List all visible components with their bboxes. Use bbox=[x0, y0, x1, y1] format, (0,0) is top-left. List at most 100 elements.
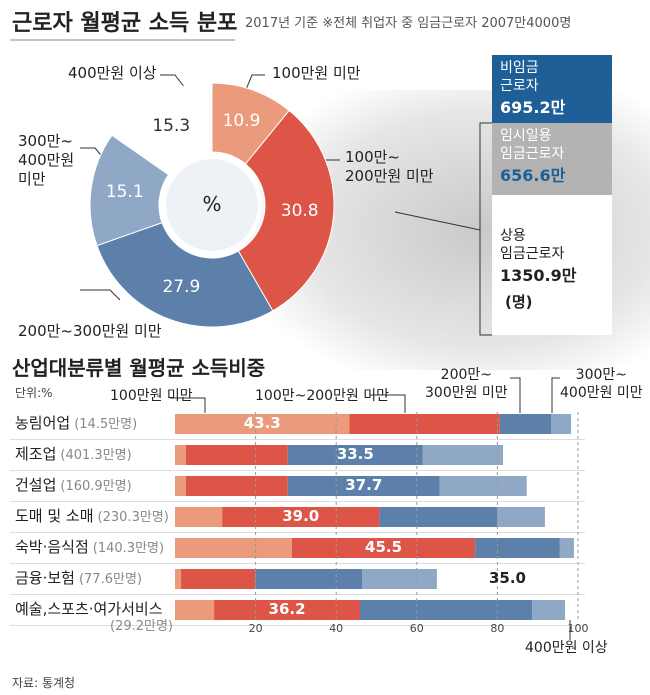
bar-segment bbox=[422, 445, 504, 465]
category-label: 도매 및 소매 (230.3만명) bbox=[15, 507, 180, 526]
bar-segment bbox=[287, 445, 423, 465]
bar-segment bbox=[175, 569, 182, 589]
value-label: 36.2 bbox=[268, 600, 306, 618]
panel-label: 상용 임금근로자 bbox=[500, 228, 565, 262]
leader-line bbox=[394, 211, 481, 231]
bar-segment bbox=[175, 414, 350, 434]
donut-value: 30.8 bbox=[280, 201, 319, 222]
unit-label: 단위:% bbox=[15, 386, 53, 400]
donut-value: 15.1 bbox=[105, 182, 144, 203]
series-label: 200만~ 300만원 미만 bbox=[425, 367, 508, 401]
bar-segment bbox=[571, 414, 578, 434]
series-label: 100만~200만원 미만 bbox=[255, 388, 390, 404]
subtitle: 2017년 기준 ※전체 취업자 중 임금근로자 2007만4000명 bbox=[245, 16, 572, 31]
bar-segment bbox=[565, 600, 578, 620]
bar-segment bbox=[255, 569, 362, 589]
bar-segment bbox=[175, 538, 292, 558]
category-count: (160.9만명) bbox=[60, 479, 132, 494]
donut-value: 27.9 bbox=[162, 276, 201, 297]
value-label: 45.5 bbox=[365, 538, 403, 556]
bar-segment bbox=[379, 507, 497, 527]
category-label: 숙박·음식점 (140.3만명) bbox=[15, 538, 180, 557]
category-label: 건설업 (160.9만명) bbox=[15, 476, 180, 495]
x-tick-label: 40 bbox=[329, 622, 344, 635]
bar-segment bbox=[544, 507, 578, 527]
bar-segment bbox=[359, 600, 533, 620]
bar-segment bbox=[214, 600, 360, 620]
donut-center-label: % bbox=[202, 192, 222, 216]
bar-segment bbox=[175, 600, 215, 620]
category-name: 예술,스포츠·여가서비스 bbox=[15, 600, 163, 618]
panel-value: 695.2만 bbox=[500, 98, 566, 117]
donut-label: 400만원 이상 bbox=[68, 64, 157, 82]
donut-slice bbox=[237, 109, 335, 312]
value-label: 35.0 bbox=[488, 569, 526, 587]
category-label: 금융·보험 (77.6만명) bbox=[15, 569, 180, 588]
panel-unit: (명) bbox=[505, 293, 533, 311]
category-name: 농림어업 bbox=[15, 414, 71, 432]
donut-slice bbox=[96, 222, 274, 328]
x-tick-label: 100 bbox=[567, 622, 589, 635]
category-label: 제조업 (401.3만명) bbox=[15, 445, 180, 464]
value-label: 37.7 bbox=[345, 476, 383, 494]
donut-value: 10.9 bbox=[222, 111, 261, 132]
value-label: 33.5 bbox=[336, 445, 374, 463]
bar-segment bbox=[550, 414, 572, 434]
bar-segment bbox=[287, 476, 440, 496]
bar-segment bbox=[503, 445, 578, 465]
bar-segment bbox=[361, 569, 437, 589]
source: 자료: 통계청 bbox=[12, 676, 76, 690]
series-label: 100만원 미만 bbox=[110, 388, 193, 404]
bar-segment bbox=[175, 445, 186, 465]
value-label: 39.0 bbox=[282, 507, 320, 525]
donut-label: 200만~300만원 미만 bbox=[18, 322, 162, 340]
category-name: 제조업 bbox=[15, 445, 57, 463]
bar-segment bbox=[573, 538, 578, 558]
bar-segment bbox=[185, 476, 288, 496]
bar-segment bbox=[559, 538, 574, 558]
donut-label: 100만~ 200만원 미만 bbox=[345, 148, 434, 185]
x-tick-label: 20 bbox=[248, 622, 263, 635]
bar-segment bbox=[175, 476, 186, 496]
panel-value: 656.6만 bbox=[500, 166, 566, 185]
donut-slice bbox=[111, 82, 213, 176]
category-count: (140.3만명) bbox=[92, 541, 165, 556]
bar-segment bbox=[532, 600, 566, 620]
category-name: 금융·보험 bbox=[15, 569, 75, 587]
bar-segment bbox=[222, 507, 380, 527]
series-label: 400만원 이상 bbox=[525, 640, 608, 656]
bar-segment bbox=[499, 414, 551, 434]
bar-segment bbox=[439, 476, 527, 496]
donut-label: 100만원 미만 bbox=[272, 64, 361, 82]
category-name: 도매 및 소매 bbox=[15, 507, 94, 525]
panel-box bbox=[492, 123, 612, 195]
value-label: 43.3 bbox=[243, 414, 281, 432]
bar-segment bbox=[526, 476, 578, 496]
category-count: (29.2만명) bbox=[110, 618, 174, 634]
category-name: 건설업 bbox=[15, 476, 57, 494]
donut-value: 15.3 bbox=[152, 115, 191, 136]
panel-label: 비임금 근로자 bbox=[500, 60, 539, 94]
category-count: (230.3만명) bbox=[97, 510, 169, 525]
panel-label: 임시일용 임금근로자 bbox=[500, 128, 565, 162]
category-name: 숙박·음식점 bbox=[15, 538, 89, 556]
x-tick-label: 60 bbox=[409, 622, 424, 635]
panel-box bbox=[492, 195, 612, 335]
category-label: 농림어업 (14.5만명) bbox=[15, 414, 180, 433]
bar-segment bbox=[349, 414, 500, 434]
panel-box bbox=[492, 55, 612, 123]
x-tick-label: 80 bbox=[490, 622, 505, 635]
title: 근로자 월평균 소득 분포 bbox=[12, 11, 238, 36]
category-count: (401.3만명) bbox=[60, 448, 132, 463]
series-label: 300만~ 400만원 미만 bbox=[560, 367, 643, 401]
bar-segment bbox=[181, 569, 256, 589]
bar-segment bbox=[475, 538, 560, 558]
chart-title: 산업대분류별 월평균 소득비중 bbox=[12, 356, 266, 380]
donut-label: 300만~ 400만원 미만 bbox=[18, 132, 75, 188]
bar-segment bbox=[436, 569, 578, 589]
category-count: (14.5만명) bbox=[74, 417, 138, 432]
panel-value: 1350.9만 bbox=[500, 266, 577, 285]
bar-segment bbox=[175, 507, 223, 527]
